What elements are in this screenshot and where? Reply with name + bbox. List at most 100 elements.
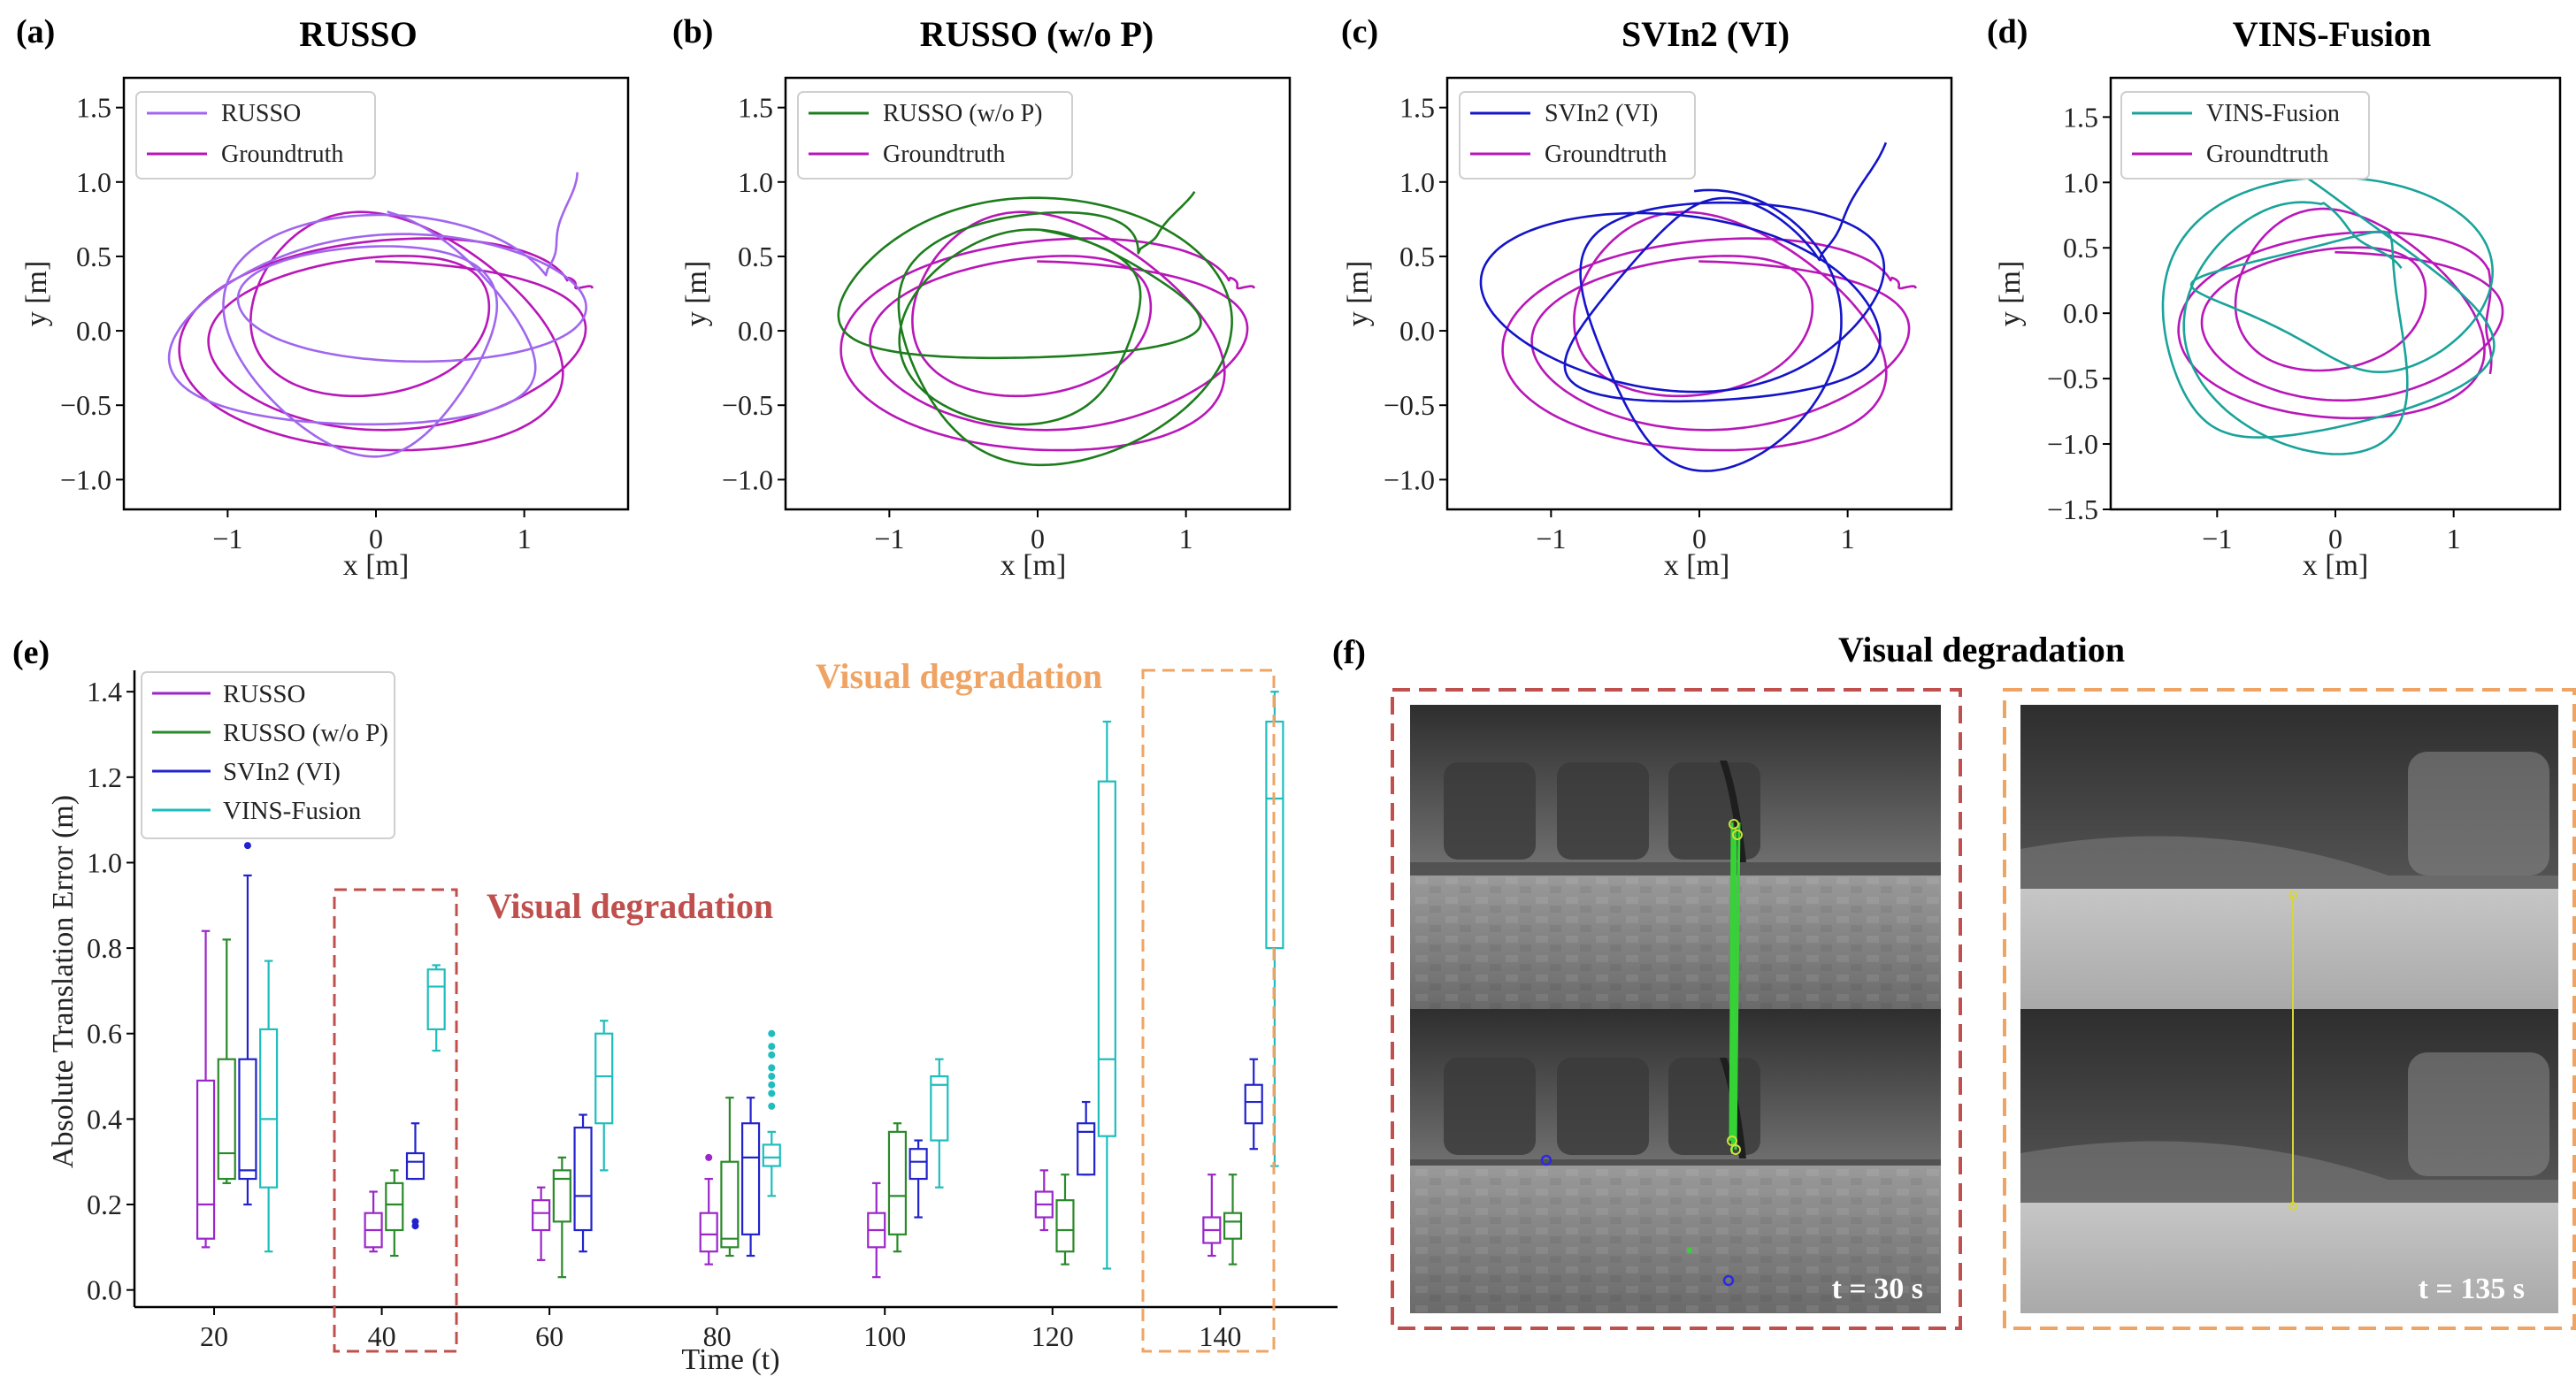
panel-a-ylabel: y [m] <box>20 261 53 327</box>
box-vins-fusion <box>1097 720 1116 1270</box>
y-tick-label: 0.5 <box>76 241 111 272</box>
panel-d-title: VINS-Fusion <box>2233 14 2432 54</box>
frame-border-left <box>1391 688 1962 1330</box>
legend-label-russo-wop: RUSSO (w/o P) <box>883 100 1042 127</box>
x-tick-label: 60 <box>535 1320 564 1352</box>
panel-a-legend: RUSSO Groundtruth <box>135 91 376 180</box>
camera-image-right <box>2020 705 2558 1313</box>
box-svin2-vi- <box>405 1122 426 1230</box>
legend-label-svin2: SVIn2 (VI) <box>1545 100 1658 127</box>
panel-a-letter: (a) <box>16 13 55 50</box>
x-tick-label: 1 <box>518 523 532 554</box>
y-tick-label: −0.5 <box>1384 389 1435 421</box>
box-russo <box>699 1153 718 1265</box>
x-tick-label: −1 <box>874 523 904 554</box>
box-russo-w-o-p- <box>887 1122 908 1253</box>
panel-e-ylabel: Absolute Translation Error (m) <box>47 795 80 1168</box>
y-tick-label: 0.4 <box>87 1103 122 1135</box>
outlier-point <box>768 1081 776 1089</box>
y-tick-label: 1.5 <box>2063 101 2098 133</box>
x-tick-label: 1 <box>1179 523 1193 554</box>
y-tick-label: 0.5 <box>1399 241 1435 272</box>
y-tick-label: −0.5 <box>60 389 111 421</box>
box-svin2-vi- <box>238 842 257 1206</box>
box-vins-fusion <box>930 1058 949 1189</box>
trajectory-russo-w-o-p- <box>837 190 1233 467</box>
outlier-point <box>768 1073 776 1081</box>
box-russo <box>1034 1169 1054 1232</box>
panel-b-ylabel: y [m] <box>680 261 713 327</box>
panel-e-xlabel: Time (t) <box>681 1343 779 1376</box>
x-tick-label: 0 <box>369 523 383 554</box>
box-russo-w-o-p- <box>385 1169 404 1258</box>
y-tick-label: 1.5 <box>76 92 111 124</box>
box-svin2-vi- <box>573 1113 593 1253</box>
panel-c-letter: (c) <box>1341 13 1378 50</box>
box-vins-fusion <box>426 964 446 1052</box>
panel-e: (e) 0.0 0.2 0.4 0.6 0.8 1.0 1.2 1.4 20 40 60 80 100 1… <box>12 634 1338 1376</box>
y-tick-label: −1.0 <box>60 463 111 495</box>
panel-c: (c) SVIn2 (VI) −1 0 1−1.0−0.50.00.51.01.5 … <box>1341 13 1953 582</box>
frame-border-right <box>2003 688 2576 1330</box>
outlier-point <box>768 1090 776 1097</box>
panel-b-legend: RUSSO (w/o P) Groundtruth <box>797 91 1073 180</box>
panel-c-title: SVIn2 (VI) <box>1622 14 1790 54</box>
panel-a-frame <box>122 76 630 511</box>
legend-label-groundtruth: Groundtruth <box>883 141 1005 168</box>
vd-label-red: Visual degradation <box>487 886 773 926</box>
outlier-point <box>705 1153 713 1161</box>
y-tick-label: 1.0 <box>76 166 111 198</box>
outlier-point <box>768 1064 776 1072</box>
y-tick-label: 1.2 <box>87 761 122 793</box>
panel-c-xlabel: x [m] <box>1664 549 1730 582</box>
legend-label-russo-wop: RUSSO (w/o P) <box>223 719 388 747</box>
box-russo <box>1202 1174 1222 1258</box>
legend-label-groundtruth: Groundtruth <box>2206 141 2328 168</box>
panel-e-legend: RUSSO RUSSO (w/o P) SVIn2 (VI) VINS-Fusi… <box>141 671 395 839</box>
panel-a: (a) RUSSO −1 0 1 −1.0 −0.5 0.0 0.5 1.0 1.5 x [m]… <box>16 13 630 582</box>
x-tick-label: 40 <box>368 1320 396 1352</box>
box-svin2-vi- <box>741 1097 761 1258</box>
y-tick-label: 0.5 <box>2063 232 2098 264</box>
box-vins-fusion <box>762 1029 781 1197</box>
vd-label-orange: Visual degradation <box>816 656 1102 696</box>
y-tick-label: 1.5 <box>738 92 773 124</box>
vd-box-orange <box>1141 669 1276 1353</box>
box-svin2-vi- <box>908 1139 928 1219</box>
y-tick-label: 0.0 <box>76 315 111 347</box>
panel-a-plot: −1 0 1 −1.0 −0.5 0.0 0.5 1.0 1.5 <box>60 92 594 554</box>
x-tick-label: 80 <box>703 1320 732 1352</box>
x-tick-label: 1 <box>1841 523 1855 554</box>
y-tick-label: 1.0 <box>1399 166 1435 198</box>
trajectory-russo <box>167 172 587 458</box>
y-tick-label: 0.6 <box>87 1018 122 1050</box>
legend-label-svin2: SVIn2 (VI) <box>223 758 341 786</box>
box-russo <box>532 1186 551 1261</box>
panel-c-frame <box>1445 76 1953 511</box>
panel-f: (f) Visual degradation <box>1332 630 2576 1330</box>
y-tick-label: 0.0 <box>738 315 773 347</box>
legend-label-vins: VINS-Fusion <box>2206 100 2340 127</box>
y-tick-label: −1.0 <box>722 463 773 495</box>
box-russo-w-o-p- <box>217 938 236 1184</box>
panel-b-plot: −1 0 1 −1.0 −0.5 0.0 0.5 1.0 1.5 <box>722 92 1255 554</box>
legend-label-russo: RUSSO <box>223 680 306 708</box>
panel-d-ylabel: y [m] <box>1994 261 2027 327</box>
box-russo-w-o-p- <box>1223 1174 1243 1265</box>
panel-b-frame <box>784 76 1292 511</box>
outlier-point <box>243 842 251 850</box>
box-russo-w-o-p- <box>1055 1174 1075 1265</box>
panel-d-legend: VINS-Fusion Groundtruth <box>2120 91 2370 180</box>
panel-b-xlabel: x [m] <box>1000 549 1067 582</box>
y-tick-label: 0.5 <box>738 241 773 272</box>
box-svin2-vi- <box>1244 1058 1263 1151</box>
panel-d: (d) VINS-Fusion −1 0 1 −1.5 −1.0 −0.5 0.0 0.5 1.… <box>1987 13 2562 582</box>
box-russo <box>867 1181 886 1279</box>
panel-c-ylabel: y [m] <box>1342 261 1375 327</box>
y-tick-label: 1.0 <box>738 166 773 198</box>
trajectory-svin2-vi- <box>1479 141 1888 472</box>
outlier-point <box>768 1043 776 1051</box>
panel-d-plot: −1 0 1 −1.5 −1.0 −0.5 0.0 0.5 1.0 1.5 <box>2047 101 2504 554</box>
trajectory-groundtruth <box>1501 210 1917 452</box>
x-tick-label: 0 <box>1692 523 1706 554</box>
